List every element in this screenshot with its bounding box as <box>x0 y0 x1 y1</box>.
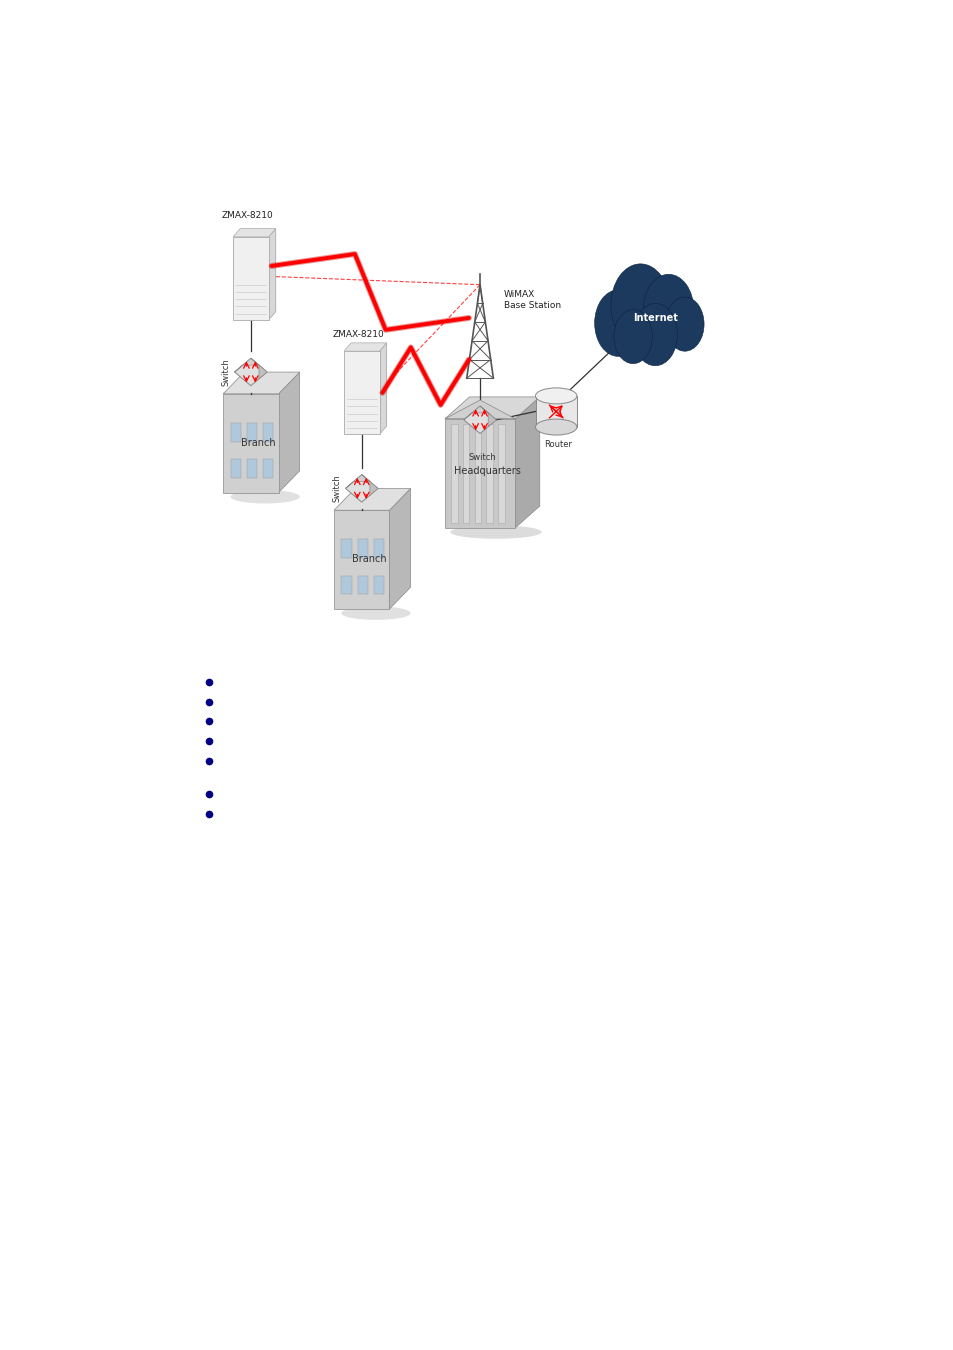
Circle shape <box>594 290 641 356</box>
Polygon shape <box>389 489 410 609</box>
Ellipse shape <box>535 387 577 404</box>
Polygon shape <box>334 489 410 510</box>
Polygon shape <box>462 424 469 522</box>
Polygon shape <box>278 373 299 493</box>
Polygon shape <box>263 423 274 441</box>
Polygon shape <box>247 423 257 441</box>
Polygon shape <box>515 397 539 528</box>
Ellipse shape <box>231 490 299 504</box>
Polygon shape <box>474 424 480 522</box>
Polygon shape <box>374 540 384 558</box>
Polygon shape <box>341 540 352 558</box>
Circle shape <box>610 263 669 347</box>
Polygon shape <box>233 228 275 236</box>
Polygon shape <box>357 575 368 594</box>
Polygon shape <box>344 351 379 435</box>
Polygon shape <box>223 394 278 493</box>
Polygon shape <box>444 397 539 418</box>
Polygon shape <box>345 475 377 502</box>
Polygon shape <box>334 510 389 609</box>
Polygon shape <box>444 400 515 418</box>
Polygon shape <box>251 358 267 379</box>
Polygon shape <box>344 343 386 351</box>
Polygon shape <box>247 459 257 478</box>
Text: Switch: Switch <box>221 358 230 386</box>
Circle shape <box>613 309 652 363</box>
Polygon shape <box>269 228 275 320</box>
Polygon shape <box>479 406 496 427</box>
Circle shape <box>633 304 677 366</box>
Polygon shape <box>444 418 515 528</box>
Polygon shape <box>231 423 240 441</box>
Text: Branch: Branch <box>352 554 386 564</box>
Polygon shape <box>361 475 377 495</box>
Polygon shape <box>451 424 457 522</box>
Polygon shape <box>223 373 299 394</box>
Circle shape <box>665 297 703 351</box>
Polygon shape <box>231 459 240 478</box>
Polygon shape <box>486 424 493 522</box>
Polygon shape <box>234 358 267 386</box>
Text: ZMAX-8210: ZMAX-8210 <box>333 329 384 339</box>
Text: WiMAX
Base Station: WiMAX Base Station <box>503 290 560 310</box>
Polygon shape <box>535 396 577 427</box>
Text: Switch: Switch <box>332 475 341 502</box>
Polygon shape <box>463 406 488 420</box>
Text: Branch: Branch <box>241 437 275 448</box>
Circle shape <box>642 274 693 346</box>
Ellipse shape <box>341 606 410 620</box>
Text: Router: Router <box>544 440 572 448</box>
Text: Internet: Internet <box>632 313 677 323</box>
Polygon shape <box>497 424 504 522</box>
Polygon shape <box>374 575 384 594</box>
Text: ZMAX-8210: ZMAX-8210 <box>222 211 274 220</box>
Polygon shape <box>263 459 274 478</box>
Polygon shape <box>341 575 352 594</box>
Polygon shape <box>379 343 386 435</box>
Ellipse shape <box>535 418 577 435</box>
Polygon shape <box>357 540 368 558</box>
Ellipse shape <box>450 525 541 539</box>
Text: Headquarters: Headquarters <box>454 466 520 475</box>
Polygon shape <box>345 475 370 489</box>
Text: Switch: Switch <box>468 454 496 462</box>
Polygon shape <box>233 236 269 320</box>
Polygon shape <box>234 358 258 373</box>
Polygon shape <box>463 406 496 433</box>
